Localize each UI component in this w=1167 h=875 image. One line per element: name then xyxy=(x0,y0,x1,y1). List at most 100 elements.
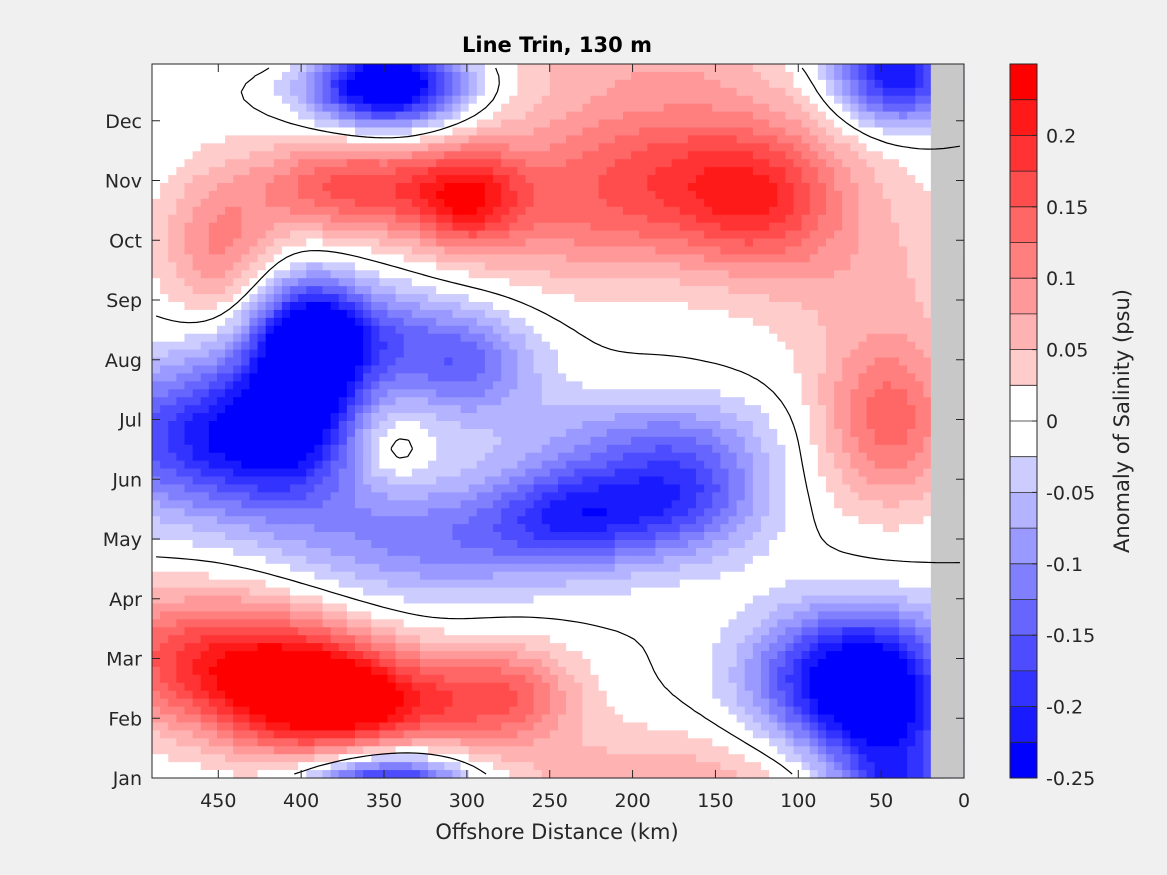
chart-title: Line Trin, 130 m xyxy=(462,33,652,57)
heatmap-cell xyxy=(720,309,730,319)
heatmap-cell xyxy=(241,111,251,121)
heatmap-cell xyxy=(655,302,665,311)
heatmap-cell xyxy=(874,198,884,208)
heatmap-cell xyxy=(225,254,234,263)
heatmap-cell xyxy=(663,357,673,367)
heatmap-cell xyxy=(257,421,267,430)
heatmap-cell xyxy=(671,278,681,287)
heatmap-cell xyxy=(468,365,478,374)
heatmap-cell xyxy=(777,286,786,295)
heatmap-cell xyxy=(866,214,876,224)
heatmap-cell xyxy=(785,190,795,200)
heatmap-cell xyxy=(298,238,307,248)
heatmap-cell xyxy=(436,206,445,216)
heatmap-cell xyxy=(614,159,624,168)
heatmap-cell xyxy=(882,381,892,390)
heatmap-cell xyxy=(777,294,786,303)
heatmap-cell xyxy=(484,167,494,176)
heatmap-cell xyxy=(290,270,299,279)
heatmap-cell xyxy=(639,421,648,430)
heatmap-cell xyxy=(566,119,575,129)
heatmap-cell xyxy=(712,111,721,121)
heatmap-cell xyxy=(509,206,518,216)
heatmap-cell xyxy=(728,135,738,144)
heatmap-cell xyxy=(825,190,835,200)
heatmap-cell xyxy=(842,333,851,343)
heatmap-cell xyxy=(834,103,843,113)
heatmap-cell xyxy=(582,286,592,295)
heatmap-cell xyxy=(574,183,583,192)
heatmap-cell xyxy=(216,317,226,327)
heatmap-cell xyxy=(809,302,819,311)
heatmap-cell xyxy=(225,389,234,398)
heatmap-cell xyxy=(720,167,730,176)
heatmap-cell xyxy=(152,357,161,367)
heatmap-cell xyxy=(233,294,242,303)
heatmap-cell xyxy=(866,405,876,414)
heatmap-cell xyxy=(290,238,299,248)
heatmap-cell xyxy=(712,167,721,176)
heatmap-cell xyxy=(176,421,186,430)
heatmap-cell xyxy=(355,198,364,208)
heatmap-cell xyxy=(493,428,502,438)
heatmap-cell xyxy=(281,111,291,121)
heatmap-cell xyxy=(346,143,356,152)
heatmap-cell xyxy=(728,341,738,351)
heatmap-cell xyxy=(769,428,778,438)
heatmap-cell xyxy=(566,183,575,192)
heatmap-cell xyxy=(696,333,705,343)
heatmap-cell xyxy=(663,119,673,129)
heatmap-cell xyxy=(452,167,462,176)
heatmap-cell xyxy=(777,135,786,144)
heatmap-cell xyxy=(176,230,186,240)
heatmap-cell xyxy=(696,278,705,287)
heatmap-cell xyxy=(842,103,851,113)
heatmap-cell xyxy=(216,436,226,446)
heatmap-cell xyxy=(923,302,933,311)
heatmap-cell xyxy=(858,254,868,263)
heatmap-cell xyxy=(858,413,868,422)
heatmap-cell xyxy=(501,373,510,382)
heatmap-cell xyxy=(371,95,380,105)
heatmap-cell xyxy=(152,87,161,97)
heatmap-cell xyxy=(639,87,648,97)
heatmap-cell xyxy=(785,238,795,248)
heatmap-cell xyxy=(671,119,681,129)
heatmap-cell xyxy=(200,246,210,255)
heatmap-cell xyxy=(639,428,648,438)
heatmap-cell xyxy=(411,421,421,430)
heatmap-cell xyxy=(509,119,518,129)
heatmap-cell xyxy=(428,294,437,303)
heatmap-cell xyxy=(696,151,705,160)
heatmap-cell xyxy=(314,286,324,295)
heatmap-cell xyxy=(403,349,413,359)
heatmap-cell xyxy=(184,151,194,160)
heatmap-cell xyxy=(176,286,186,295)
heatmap-cell xyxy=(330,357,340,367)
heatmap-cell xyxy=(355,333,364,343)
heatmap-cell xyxy=(363,309,372,319)
heatmap-cell xyxy=(493,151,502,160)
heatmap-cell xyxy=(168,119,177,129)
heatmap-cell xyxy=(460,444,470,454)
heatmap-cell xyxy=(590,103,600,113)
heatmap-cell xyxy=(168,428,177,438)
heatmap-cell xyxy=(152,198,161,208)
heatmap-cell xyxy=(468,127,478,136)
heatmap-cell xyxy=(866,270,876,279)
heatmap-cell xyxy=(907,270,916,279)
heatmap-cell xyxy=(663,436,673,446)
heatmap-cell xyxy=(614,111,624,121)
heatmap-cell xyxy=(444,428,454,438)
heatmap-cell xyxy=(363,413,372,422)
heatmap-cell xyxy=(249,421,259,430)
heatmap-cell xyxy=(541,254,551,263)
heatmap-cell xyxy=(558,135,567,144)
heatmap-cell xyxy=(907,254,916,263)
heatmap-cell xyxy=(809,397,819,406)
heatmap-cell xyxy=(679,111,689,121)
heatmap-cell xyxy=(606,333,616,343)
heatmap-cell xyxy=(663,183,673,192)
heatmap-cell xyxy=(281,190,291,200)
heatmap-cell xyxy=(655,79,665,89)
